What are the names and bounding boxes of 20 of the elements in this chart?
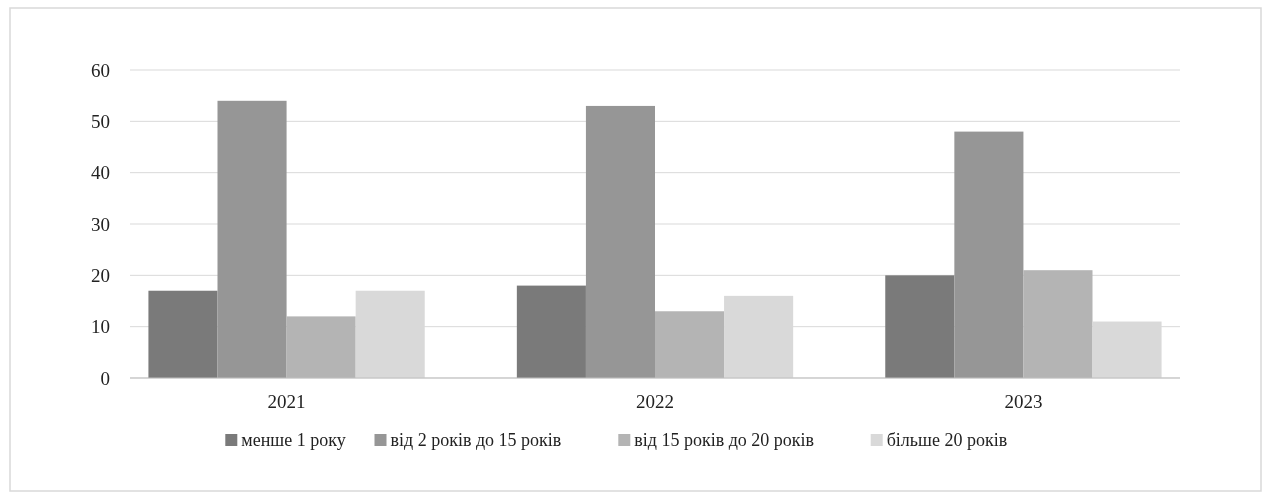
bar: [148, 290, 218, 378]
y-tick-label: 30: [91, 213, 110, 235]
bar: [885, 275, 955, 378]
y-tick-label: 20: [91, 264, 110, 286]
y-tick-label: 50: [91, 110, 110, 132]
legend-label: менше 1 року: [241, 430, 346, 451]
bar: [217, 100, 287, 378]
bar: [585, 105, 655, 378]
y-tick-label: 10: [91, 316, 110, 338]
y-tick-label: 60: [91, 59, 110, 81]
legend-label: від 15 років до 20 років: [634, 430, 815, 451]
y-tick-label: 0: [100, 367, 110, 389]
x-tick-label: 2022: [636, 391, 674, 412]
legend-label: більше 20 років: [886, 430, 1008, 451]
x-tick-label: 2023: [1004, 391, 1043, 412]
bar: [954, 131, 1024, 378]
legend-label: від 2 років до 15 років: [390, 430, 562, 451]
x-tick-label: 2021: [267, 391, 306, 412]
bar: [516, 285, 586, 378]
y-tick-label: 40: [91, 162, 110, 184]
